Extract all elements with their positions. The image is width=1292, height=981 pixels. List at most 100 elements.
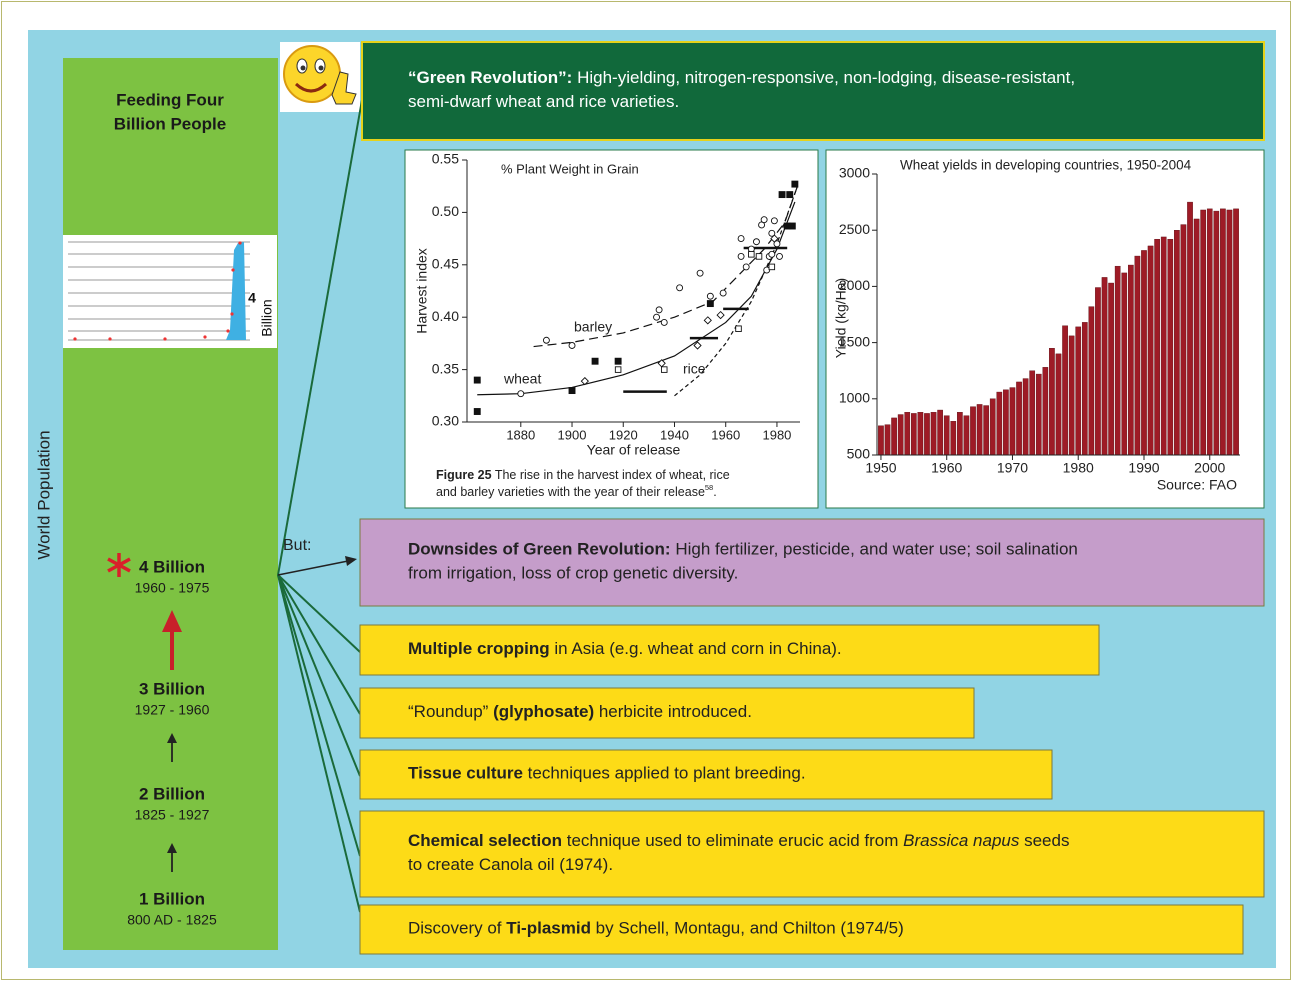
bar — [1023, 379, 1028, 455]
y-axis-label: Yield (kg/Ha) — [833, 278, 849, 358]
point — [738, 236, 744, 242]
point — [756, 254, 762, 260]
curve-label: rice — [683, 361, 706, 377]
text-run: Downsides of Green Revolution: — [408, 540, 671, 559]
point — [769, 264, 775, 270]
milestone-years: 800 AD - 1825 — [127, 912, 217, 928]
text-line: Downsides of Green Revolution: High fert… — [408, 540, 1078, 559]
sidebar-title: Feeding Four — [116, 90, 224, 109]
milestone-years: 1927 - 1960 — [135, 702, 210, 718]
x-tick-label: 1970 — [997, 460, 1028, 476]
bar — [1056, 354, 1061, 455]
text-line: Chemical selection technique used to eli… — [408, 831, 1069, 850]
x-tick-label: 1920 — [609, 427, 638, 442]
text-run: Tissue culture — [408, 764, 523, 783]
text-run: High fertilizer, pesticide, and water us… — [671, 540, 1078, 559]
bar — [918, 412, 923, 455]
bar — [1102, 277, 1107, 455]
bar — [984, 406, 989, 455]
bar — [997, 392, 1002, 455]
bar — [990, 399, 995, 455]
bar — [1016, 382, 1021, 455]
bar — [1194, 219, 1199, 455]
bar — [1141, 250, 1146, 455]
point — [749, 252, 755, 258]
text-run: Figure 25 — [436, 468, 492, 482]
bar — [1036, 374, 1041, 455]
bar — [898, 415, 903, 455]
bar — [891, 418, 896, 455]
bar — [1168, 239, 1173, 455]
bar — [944, 416, 949, 455]
bar — [1207, 209, 1212, 455]
text-line: Tissue culture techniques applied to pla… — [408, 764, 806, 783]
point — [474, 377, 480, 383]
text-run: herbicite introduced. — [594, 702, 752, 721]
point — [592, 358, 598, 364]
smiley-icon — [280, 42, 360, 112]
point — [661, 319, 667, 325]
source-note: Source: FAO — [1157, 477, 1237, 493]
bar — [1010, 388, 1015, 455]
point — [697, 270, 703, 276]
y-tick-label: 1000 — [839, 390, 870, 406]
text-run: seeds — [1019, 831, 1069, 850]
y-tick-label: 0.45 — [432, 256, 459, 272]
y-tick-label: 2500 — [839, 221, 870, 237]
bar — [885, 425, 890, 455]
point — [743, 264, 749, 270]
x-tick-label: 1980 — [762, 427, 791, 442]
x-tick-label: 2000 — [1194, 460, 1225, 476]
thumbnail-unit: Billion — [259, 299, 275, 336]
point — [777, 253, 783, 259]
y-axis-label: Harvest index — [414, 248, 430, 334]
text-line: “Roundup” (glyphosate) herbicite introdu… — [408, 702, 752, 721]
text-line: from irrigation, loss of crop genetic di… — [408, 564, 738, 583]
point — [569, 342, 575, 348]
point — [789, 223, 795, 229]
bar — [1155, 239, 1160, 455]
bar — [964, 416, 969, 455]
bar — [1062, 326, 1067, 455]
text-run: “Roundup” — [408, 702, 493, 721]
text-run: Discovery of — [408, 919, 506, 938]
bar — [970, 407, 975, 455]
point — [738, 253, 744, 259]
bar — [1108, 283, 1113, 455]
chart-title: Wheat yields in developing countries, 19… — [900, 158, 1192, 173]
bar — [924, 413, 929, 455]
x-axis-label: Year of release — [587, 442, 681, 458]
point — [707, 293, 713, 299]
text-line: semi-dwarf wheat and rice varieties. — [408, 92, 679, 111]
but-label: But: — [283, 537, 311, 554]
bar — [1076, 327, 1081, 455]
text-run: by Schell, Montagu, and Chilton (1974/5) — [591, 919, 904, 938]
bar — [1181, 225, 1186, 455]
curve-label: barley — [574, 319, 612, 335]
point — [654, 314, 660, 320]
x-tick-label: 1960 — [931, 460, 962, 476]
text-run: Ti-plasmid — [506, 919, 591, 938]
y-tick-label: 3000 — [839, 165, 870, 181]
text-run: “Green Revolution”: — [408, 68, 572, 87]
bar — [1095, 288, 1100, 455]
x-tick-label: 1900 — [558, 427, 587, 442]
text-run: from irrigation, loss of crop genetic di… — [408, 564, 738, 583]
point — [569, 388, 575, 394]
thumbnail-number: 4 — [248, 290, 256, 306]
text-run: semi-dwarf wheat and rice varieties. — [408, 92, 679, 111]
point — [753, 239, 759, 245]
point — [792, 181, 798, 187]
bar — [1227, 210, 1232, 455]
bar — [1161, 237, 1166, 455]
milestone-label: 2 Billion — [139, 784, 205, 803]
y-tick-label: 0.30 — [432, 413, 459, 429]
x-tick-label: 1960 — [711, 427, 740, 442]
bar — [878, 426, 883, 455]
x-tick-label: 1990 — [1128, 460, 1159, 476]
text-line: Figure 25 The rise in the harvest index … — [436, 468, 730, 482]
bar — [1135, 256, 1140, 455]
y-tick-label: 0.55 — [432, 151, 459, 167]
slide: World Population Feeding Four Billion Pe… — [0, 0, 1292, 981]
bar — [1030, 371, 1035, 455]
